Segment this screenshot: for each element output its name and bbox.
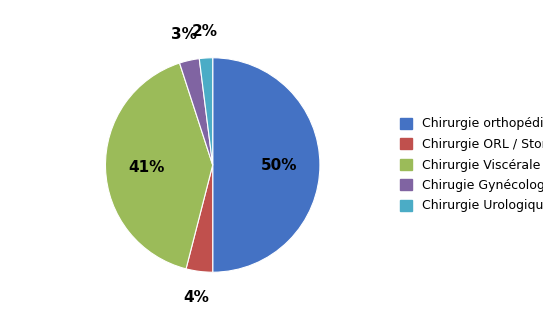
- Text: 41%: 41%: [128, 160, 165, 175]
- Text: 2%: 2%: [191, 24, 217, 39]
- Text: 3%: 3%: [171, 27, 197, 42]
- Text: 50%: 50%: [261, 157, 298, 173]
- Wedge shape: [180, 59, 213, 165]
- Wedge shape: [213, 58, 320, 272]
- Wedge shape: [186, 165, 213, 272]
- Legend: Chirurgie orthopédique, Chirurgie ORL / Stomato, Chirurgie Viscérale, Chirugie G: Chirurgie orthopédique, Chirurgie ORL / …: [396, 114, 543, 216]
- Text: 4%: 4%: [183, 290, 209, 306]
- Wedge shape: [105, 63, 213, 269]
- Wedge shape: [199, 58, 213, 165]
